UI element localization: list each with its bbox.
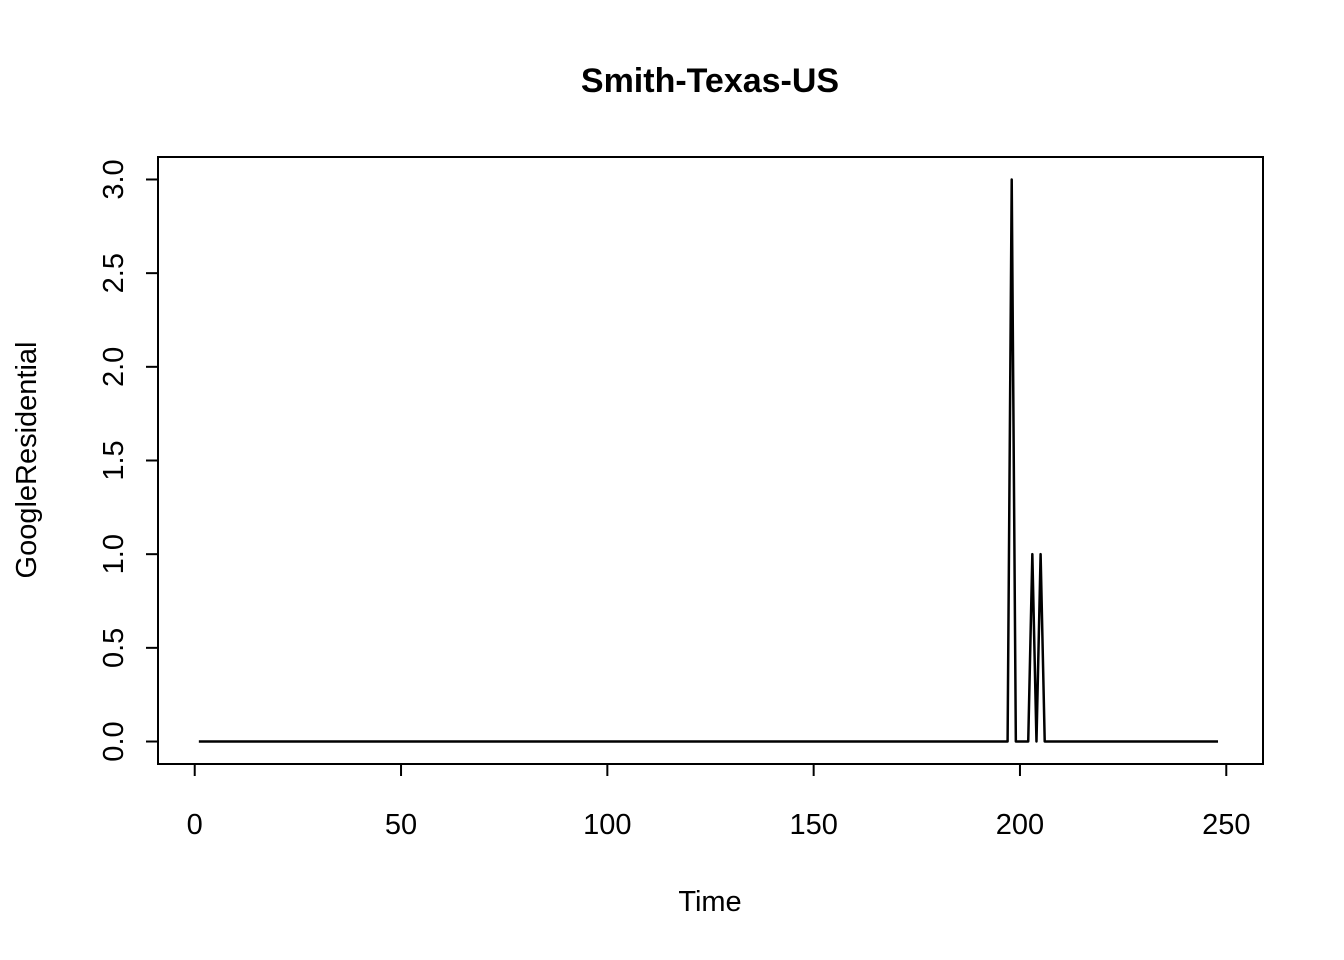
y-tick-label: 0.0 xyxy=(98,721,130,761)
x-axis-label: Time xyxy=(678,886,741,918)
y-tick-label: 2.0 xyxy=(98,347,130,387)
x-tick-label: 50 xyxy=(385,809,417,841)
y-tick-label: 2.5 xyxy=(98,253,130,293)
chart-title: Smith-Texas-US xyxy=(581,62,839,100)
x-axis: 0 50 100 150 200 250 xyxy=(187,763,1250,841)
series-line-0 xyxy=(198,178,1219,743)
x-tick-label: 150 xyxy=(789,809,837,841)
y-axis: 0.0 0.5 1.0 1.5 2.0 2.5 3.0 xyxy=(98,159,159,762)
plot-frame xyxy=(157,156,1264,765)
y-axis-label: GoogleResidential xyxy=(11,342,43,579)
y-tick-label: 3.0 xyxy=(98,159,130,199)
x-tick-label: 250 xyxy=(1202,809,1250,841)
x-tick-label: 100 xyxy=(583,809,631,841)
y-tick-label: 1.0 xyxy=(98,534,130,574)
x-tick-label: 0 xyxy=(187,809,203,841)
x-tick-label: 200 xyxy=(996,809,1044,841)
y-tick-label: 1.5 xyxy=(98,440,130,480)
series-group xyxy=(198,178,1219,743)
y-tick-label: 0.5 xyxy=(98,628,130,668)
